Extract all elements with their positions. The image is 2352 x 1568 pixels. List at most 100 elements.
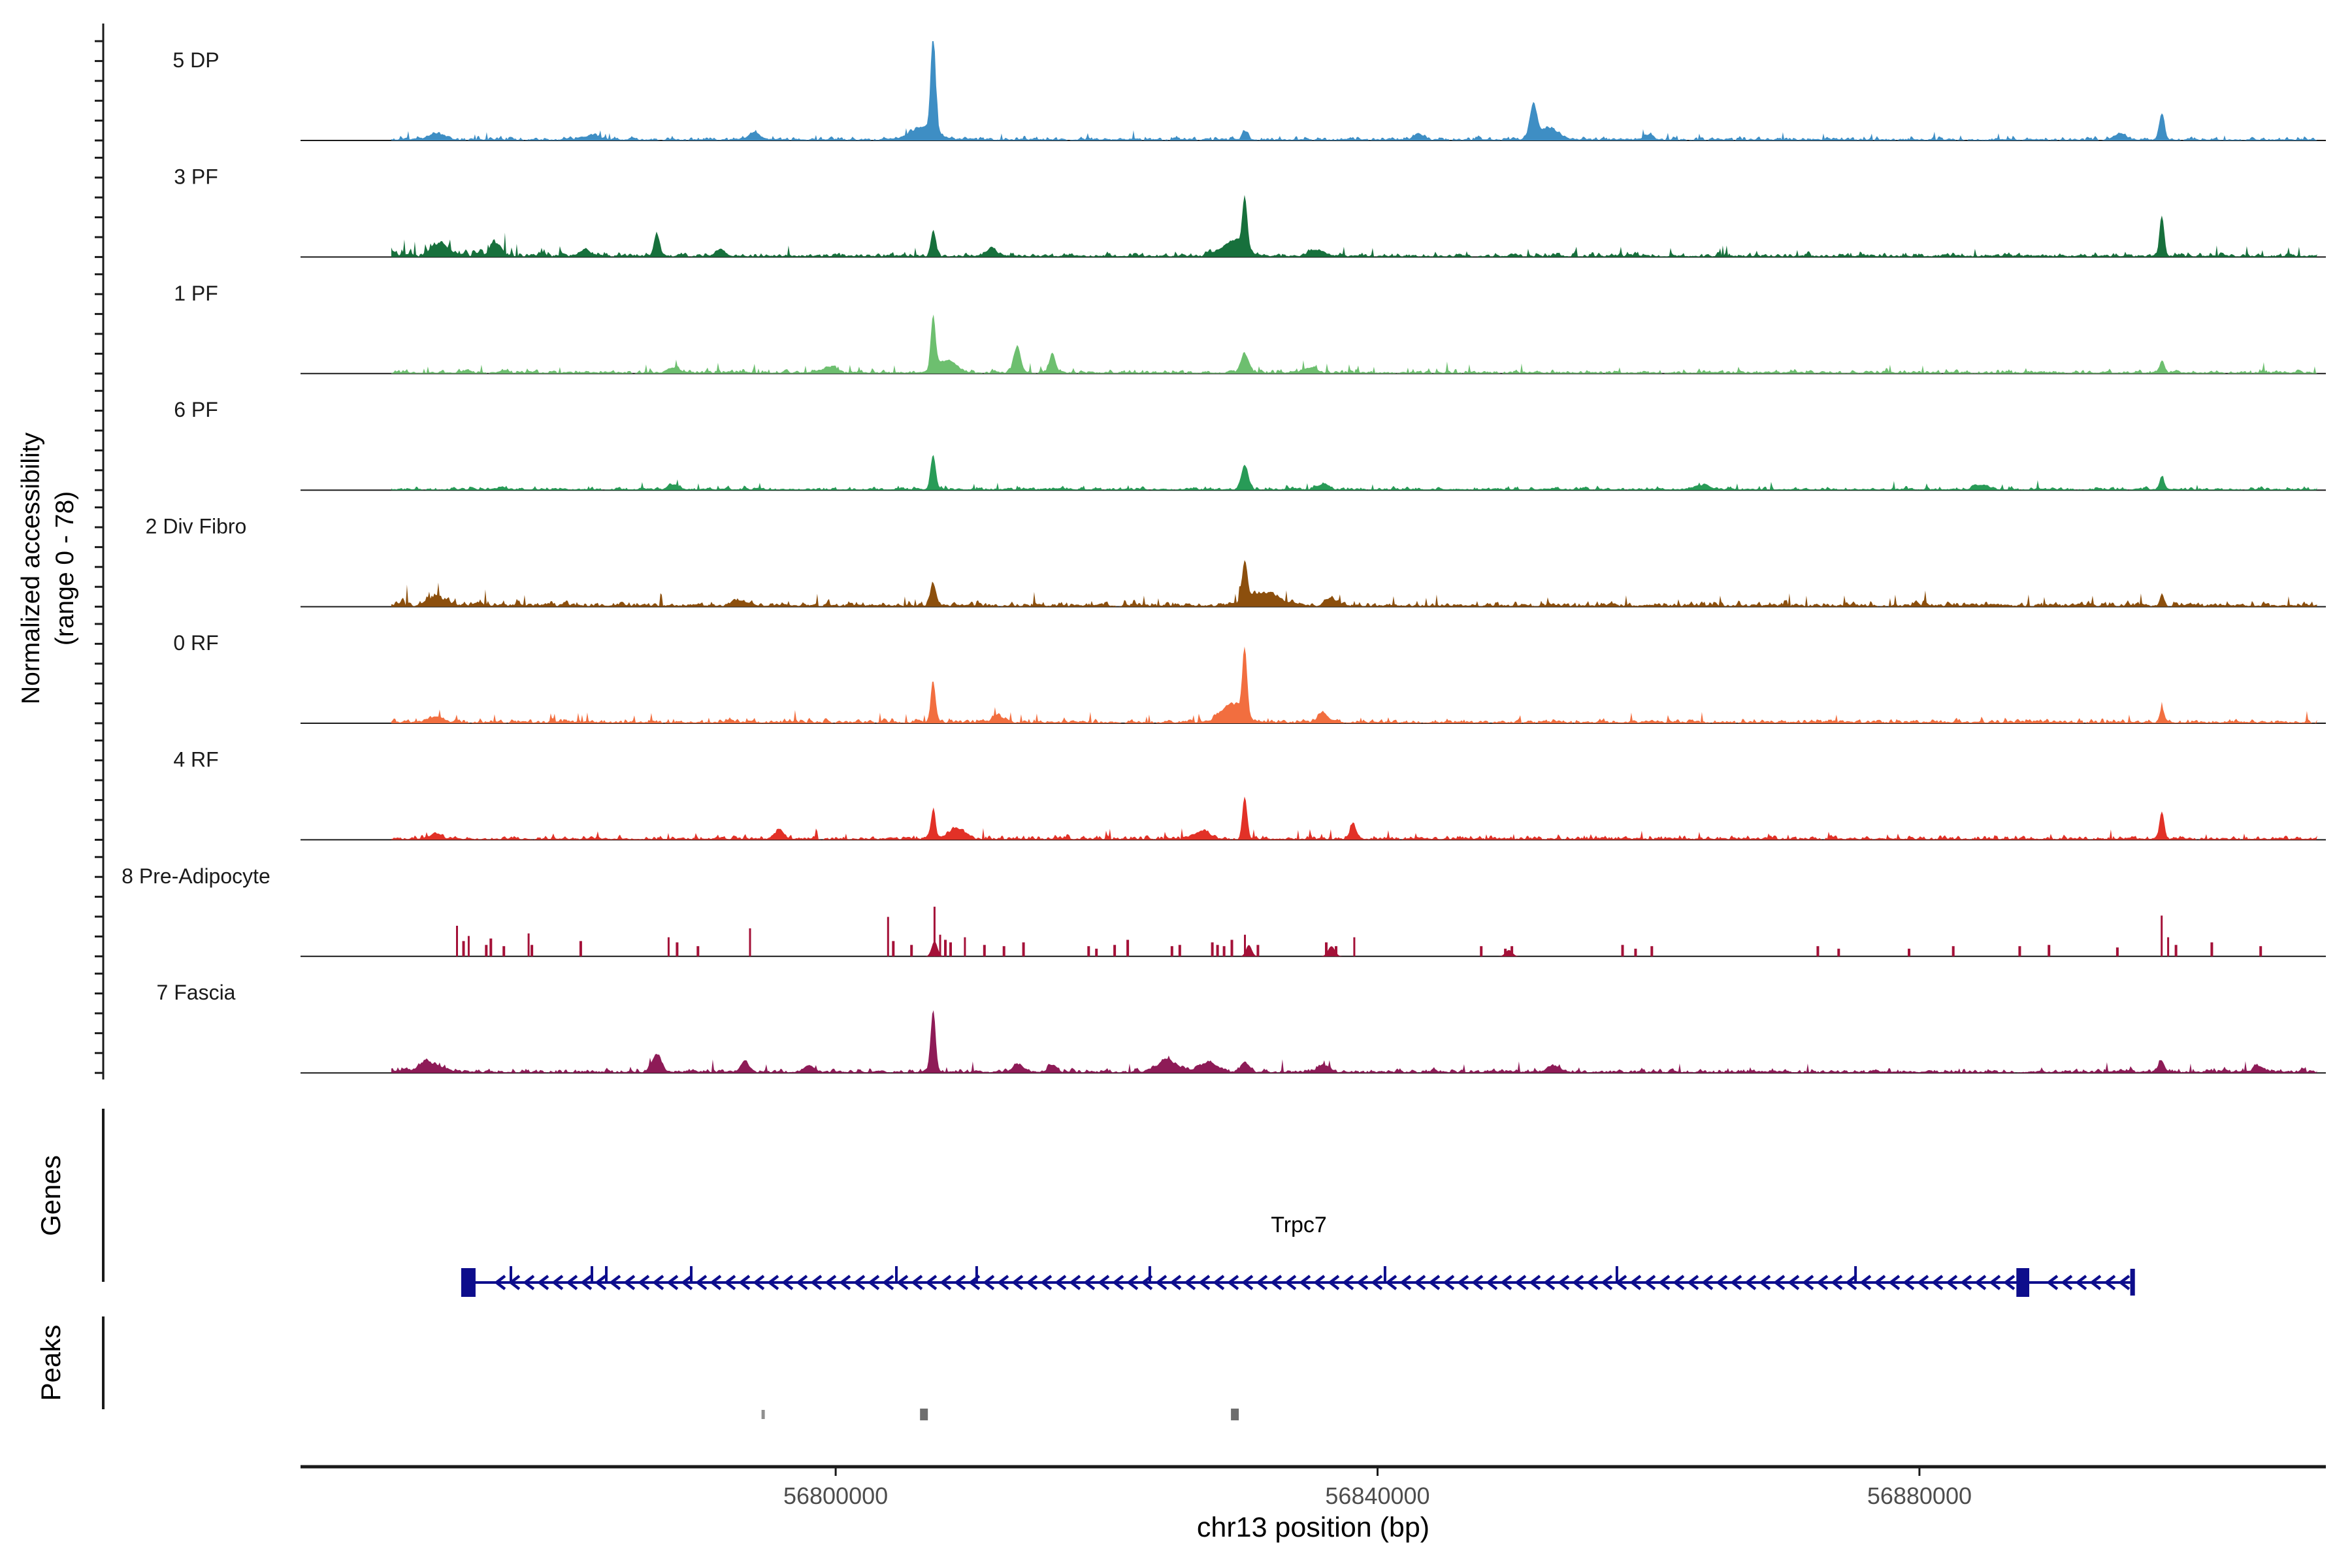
gene-strand-chevron-icon — [925, 1275, 938, 1290]
gene-exon-tick — [975, 1266, 978, 1283]
gene-strand-chevron-icon — [710, 1275, 722, 1290]
coverage-spike — [892, 941, 895, 956]
coverage-spike — [1022, 942, 1025, 956]
gene-strand-chevron-icon — [1342, 1275, 1354, 1290]
y-axis-label-line1: Normalized accessibility — [17, 432, 45, 704]
coverage-spike — [2048, 945, 2051, 956]
coverage-spike — [887, 917, 889, 956]
gene-strand-chevron-icon — [1356, 1275, 1369, 1290]
coverage-area — [391, 1010, 2317, 1073]
gene-strand-chevron-icon — [2046, 1275, 2059, 1290]
gene-strand-chevron-icon — [1112, 1275, 1124, 1290]
gene-strand-chevron-icon — [580, 1275, 593, 1290]
gene-strand-chevron-icon — [2104, 1275, 2116, 1290]
coverage-spike — [1816, 946, 1820, 956]
coverage-spike — [676, 942, 679, 956]
coverage-spike — [1178, 945, 1181, 956]
gene-strand-chevron-icon — [767, 1275, 779, 1290]
gene-strand-chevron-icon — [1227, 1275, 1239, 1290]
gene-strand-chevron-icon — [1098, 1275, 1110, 1290]
peaks-track: Peaks — [35, 1316, 1239, 1420]
gene-exon-tick — [605, 1266, 608, 1283]
coverage-spike — [1650, 946, 1654, 956]
gene-strand-chevron-icon — [1313, 1275, 1326, 1290]
gene-strand-chevron-icon — [1658, 1275, 1671, 1290]
gene-strand-chevron-icon — [2118, 1275, 2131, 1290]
coverage-spike — [485, 945, 488, 956]
gene-exon-tick — [591, 1266, 593, 1283]
coverage-spike — [1095, 949, 1098, 956]
coverage-spike — [502, 946, 506, 956]
gene-strand-chevron-icon — [1974, 1275, 1987, 1290]
coverage-spike — [1504, 949, 1507, 956]
coverage-spike — [949, 942, 952, 956]
gene-strand-chevron-icon — [1730, 1275, 1742, 1290]
gene-strand-chevron-icon — [1931, 1275, 1944, 1290]
gene-strand-chevron-icon — [1859, 1275, 1872, 1290]
coverage-spike — [1256, 945, 1260, 956]
coverage-spike — [1908, 949, 1910, 956]
coverage-spike — [910, 945, 913, 956]
gene-strand-chevron-icon — [1241, 1275, 1254, 1290]
coverage-spike — [939, 934, 941, 956]
gene-strand-chevron-icon — [724, 1275, 736, 1290]
gene-strand-chevron-icon — [882, 1275, 894, 1290]
coverage-spike — [1837, 949, 1840, 956]
gene-strand-chevron-icon — [738, 1275, 751, 1290]
gene-strand-chevron-icon — [1644, 1275, 1656, 1290]
gene-end-bar — [2130, 1269, 2135, 1296]
gene-strand-chevron-icon — [1874, 1275, 1886, 1290]
gene-exon-block — [461, 1268, 476, 1297]
gene-strand-chevron-icon — [997, 1275, 1009, 1290]
gene-strand-chevron-icon — [1917, 1275, 1929, 1290]
coverage-spike — [1087, 946, 1090, 956]
gene-exon-tick — [510, 1266, 512, 1283]
coverage-area — [391, 646, 2317, 723]
coverage-spike — [527, 933, 530, 956]
gene-strand-chevron-icon — [1457, 1275, 1469, 1290]
gene-strand-chevron-icon — [853, 1275, 866, 1290]
y-axis-label-line2: (range 0 - 78) — [51, 491, 79, 645]
gene-strand-chevron-icon — [1759, 1275, 1771, 1290]
gene-strand-chevron-icon — [868, 1275, 880, 1290]
coverage-spike — [1113, 945, 1117, 956]
gene-strand-chevron-icon — [1831, 1275, 1843, 1290]
gene-strand-chevron-icon — [1184, 1275, 1196, 1290]
coverage-spike — [1325, 942, 1328, 956]
gene-strand-chevron-icon — [1011, 1275, 1024, 1290]
gene-strand-chevron-icon — [1083, 1275, 1096, 1290]
coverage-spike — [749, 928, 751, 956]
genes-section-label: Genes — [35, 1155, 66, 1236]
track-label: 5 DP — [172, 48, 219, 72]
gene-exon-tick — [1615, 1266, 1618, 1283]
gene-strand-chevron-icon — [983, 1275, 995, 1290]
coverage-spike — [983, 945, 986, 956]
gene-strand-chevron-icon — [2061, 1275, 2073, 1290]
coverage-track-2-div-fibro: 2 Div Fibro — [146, 515, 2326, 608]
gene-strand-chevron-icon — [825, 1275, 837, 1290]
gene-strand-chevron-icon — [494, 1275, 506, 1290]
gene-strand-chevron-icon — [1399, 1275, 1412, 1290]
coverage-spike — [531, 945, 534, 956]
coverage-spike — [667, 937, 670, 956]
gene-strand-chevron-icon — [1500, 1275, 1512, 1290]
gene-strand-chevron-icon — [1040, 1275, 1053, 1290]
gene-strand-chevron-icon — [638, 1275, 650, 1290]
gene-strand-chevron-icon — [1486, 1275, 1498, 1290]
track-label: 3 PF — [174, 165, 218, 188]
gene-strand-chevron-icon — [1371, 1275, 1383, 1290]
y-axis: Normalized accessibility (range 0 - 78) — [17, 24, 105, 1080]
coverage-track-6-pf: 6 PF — [174, 398, 2326, 491]
coverage-spike — [579, 941, 582, 956]
coverage-spike — [2259, 946, 2262, 956]
gene-strand-chevron-icon — [1888, 1275, 1901, 1290]
gene-strand-chevron-icon — [1716, 1275, 1728, 1290]
gene-strand-chevron-icon — [1213, 1275, 1225, 1290]
coverage-spike — [2115, 947, 2119, 956]
coverage-spike — [944, 939, 947, 956]
gene-strand-chevron-icon — [1026, 1275, 1038, 1290]
coverage-spike — [467, 936, 470, 956]
gene-strand-chevron-icon — [1155, 1275, 1168, 1290]
track-label: 7 Fascia — [157, 981, 236, 1004]
